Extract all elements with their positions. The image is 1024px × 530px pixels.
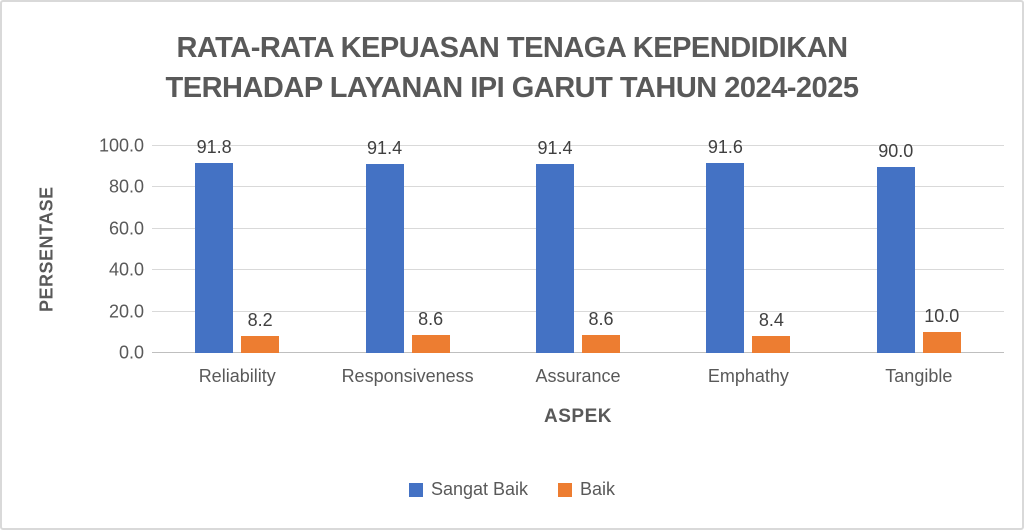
data-label: 8.4	[758, 309, 784, 330]
x-category-label: Tangible	[885, 366, 953, 386]
bar-baik	[581, 335, 620, 353]
x-category-label: Assurance	[535, 366, 621, 386]
bar-column: 8.2	[241, 146, 280, 353]
bar-sangat-baik	[535, 163, 574, 353]
data-label: 8.6	[418, 309, 444, 330]
legend: Sangat Baik Baik	[2, 479, 1022, 500]
y-tick-label: 20.0	[108, 301, 144, 322]
gridline	[152, 227, 1004, 229]
y-tick-label: 80.0	[108, 176, 144, 197]
legend-label: Baik	[580, 479, 616, 499]
bar-baik	[752, 335, 791, 353]
y-tick-label: 100.0	[98, 135, 144, 156]
legend-label: Sangat Baik	[430, 479, 529, 499]
bar-sangat-baik	[706, 163, 745, 353]
gridline	[152, 145, 1004, 146]
bar-column: 91.8	[195, 137, 234, 353]
y-axis-ticks: 0.0 20.0 40.0 60.0 80.0 100.0	[2, 136, 144, 363]
data-label: 91.4	[537, 137, 573, 158]
bar-column: 8.6	[411, 146, 450, 353]
bar-column: 10.0	[922, 146, 961, 353]
gridline	[152, 186, 1004, 188]
bar-group: 91.4 8.6	[365, 138, 450, 353]
plot-area: 91.8 8.2 91.4 8.6 91.4 8.6 91.6 8.4 90.0 10.0	[152, 137, 1004, 353]
chart-title: RATA-RATA KEPUASAN TENAGA KEPENDIDIKAN T…	[165, 32, 859, 105]
x-category-label: Emphathy	[707, 366, 789, 386]
gridline	[152, 269, 1004, 271]
data-label: 8.2	[247, 310, 273, 331]
data-label: 91.4	[367, 137, 403, 158]
legend-swatch-icon	[408, 482, 423, 497]
bar-sangat-baik	[876, 166, 915, 353]
bar-baik	[241, 336, 280, 353]
data-label: 8.6	[588, 309, 614, 330]
bar-column: 90.0	[876, 141, 915, 353]
bar-group: 91.6 8.4	[706, 137, 791, 353]
x-category-label: Reliability	[198, 366, 276, 386]
y-tick-label: 40.0	[108, 259, 144, 280]
x-axis-line	[152, 352, 1004, 353]
gridline	[152, 310, 1004, 312]
bar-groups: 91.8 8.2 91.4 8.6 91.4 8.6 91.6 8.4 90.0 10.0	[152, 137, 1004, 353]
bar-column: 91.4	[535, 138, 574, 353]
bar-column: 91.4	[365, 138, 404, 353]
bar-baik	[922, 332, 961, 353]
bar-baik	[411, 335, 450, 353]
legend-item: Baik	[558, 479, 615, 500]
legend-swatch-icon	[558, 482, 573, 497]
bar-group: 91.8 8.2	[195, 137, 280, 353]
x-axis-title: ASPEK	[544, 406, 612, 427]
bar-column: 8.4	[752, 146, 791, 353]
bar-group: 91.4 8.6	[535, 138, 620, 353]
data-label: 10.0	[924, 306, 960, 327]
bar-column: 8.6	[581, 146, 620, 353]
x-axis-category-labels: Reliability Responsiveness Assurance Emphat…	[152, 366, 1004, 387]
data-label: 91.8	[196, 136, 232, 157]
data-label: 91.6	[707, 137, 743, 158]
legend-item: Sangat Baik	[408, 479, 529, 500]
bar-sangat-baik	[195, 162, 234, 353]
x-category-label: Responsiveness	[341, 366, 474, 386]
data-label: 90.0	[878, 140, 914, 161]
y-tick-label: 0.0	[118, 342, 144, 363]
bar-sangat-baik	[365, 163, 404, 353]
y-tick-label: 60.0	[108, 218, 144, 239]
bar-column: 91.6	[706, 137, 745, 353]
bar-group: 90.0 10.0	[876, 141, 961, 353]
